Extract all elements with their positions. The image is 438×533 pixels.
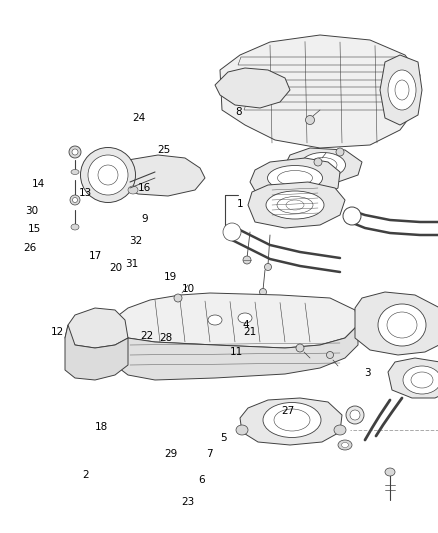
Polygon shape	[248, 182, 345, 228]
Ellipse shape	[236, 425, 248, 435]
Text: 17: 17	[89, 251, 102, 261]
Text: 21: 21	[243, 327, 256, 336]
Text: 27: 27	[282, 407, 295, 416]
Ellipse shape	[243, 256, 251, 264]
Ellipse shape	[259, 288, 266, 295]
Polygon shape	[380, 55, 422, 125]
Polygon shape	[215, 68, 290, 108]
Ellipse shape	[411, 372, 433, 388]
Ellipse shape	[265, 263, 272, 271]
Ellipse shape	[387, 312, 417, 338]
Ellipse shape	[343, 207, 361, 225]
Ellipse shape	[266, 191, 324, 219]
Ellipse shape	[286, 200, 304, 210]
Ellipse shape	[71, 224, 79, 230]
Polygon shape	[285, 148, 362, 182]
Text: 13: 13	[79, 188, 92, 198]
Ellipse shape	[342, 442, 349, 448]
Ellipse shape	[128, 186, 138, 194]
Text: 9: 9	[141, 214, 148, 223]
Text: 10: 10	[182, 284, 195, 294]
Text: 6: 6	[198, 475, 205, 484]
Ellipse shape	[70, 195, 80, 205]
Text: 18: 18	[95, 423, 108, 432]
Text: 5: 5	[220, 433, 227, 443]
Ellipse shape	[278, 171, 312, 185]
Text: 14: 14	[32, 179, 45, 189]
Ellipse shape	[350, 410, 360, 420]
Ellipse shape	[277, 197, 313, 214]
Ellipse shape	[346, 406, 364, 424]
Ellipse shape	[274, 409, 310, 431]
Ellipse shape	[73, 198, 78, 203]
Polygon shape	[115, 318, 358, 380]
Ellipse shape	[263, 402, 321, 438]
Ellipse shape	[385, 468, 395, 476]
Ellipse shape	[314, 158, 322, 166]
Ellipse shape	[69, 146, 81, 158]
Polygon shape	[388, 358, 438, 398]
Ellipse shape	[378, 304, 426, 346]
Ellipse shape	[296, 344, 304, 352]
Text: 12: 12	[50, 327, 64, 336]
Ellipse shape	[72, 149, 78, 155]
Text: 28: 28	[159, 334, 172, 343]
Polygon shape	[115, 293, 358, 348]
Polygon shape	[65, 308, 128, 348]
Text: 23: 23	[182, 497, 195, 507]
Ellipse shape	[336, 148, 344, 156]
Text: 7: 7	[206, 449, 213, 459]
Ellipse shape	[309, 157, 337, 173]
Ellipse shape	[388, 70, 416, 110]
Ellipse shape	[88, 155, 128, 195]
Text: 20: 20	[110, 263, 123, 272]
Text: 22: 22	[140, 331, 153, 341]
Ellipse shape	[305, 116, 314, 125]
Polygon shape	[250, 158, 340, 200]
Ellipse shape	[174, 294, 182, 302]
Text: 8: 8	[235, 107, 242, 117]
Text: 2: 2	[82, 471, 89, 480]
Ellipse shape	[81, 148, 135, 203]
Text: 32: 32	[129, 236, 142, 246]
Text: 11: 11	[230, 347, 243, 357]
Ellipse shape	[208, 315, 222, 325]
Ellipse shape	[338, 440, 352, 450]
Ellipse shape	[238, 313, 252, 323]
Text: 15: 15	[28, 224, 41, 234]
Ellipse shape	[98, 165, 118, 185]
Ellipse shape	[300, 152, 346, 177]
Text: 25: 25	[158, 146, 171, 155]
Polygon shape	[220, 35, 420, 148]
Polygon shape	[240, 398, 342, 445]
Ellipse shape	[268, 166, 322, 190]
Text: 31: 31	[125, 259, 138, 269]
Text: 4: 4	[242, 320, 249, 330]
Text: 16: 16	[138, 183, 151, 192]
Text: 30: 30	[25, 206, 38, 215]
Text: 1: 1	[237, 199, 244, 208]
Text: 24: 24	[133, 114, 146, 123]
Text: 26: 26	[23, 243, 36, 253]
Text: 3: 3	[364, 368, 371, 378]
Ellipse shape	[326, 351, 333, 359]
Ellipse shape	[71, 169, 79, 174]
Polygon shape	[355, 292, 438, 355]
Ellipse shape	[223, 223, 241, 241]
Ellipse shape	[395, 80, 409, 100]
Polygon shape	[118, 155, 205, 196]
Text: 29: 29	[164, 449, 177, 459]
Text: 19: 19	[163, 272, 177, 282]
Ellipse shape	[334, 425, 346, 435]
Polygon shape	[65, 325, 128, 380]
Ellipse shape	[403, 366, 438, 394]
